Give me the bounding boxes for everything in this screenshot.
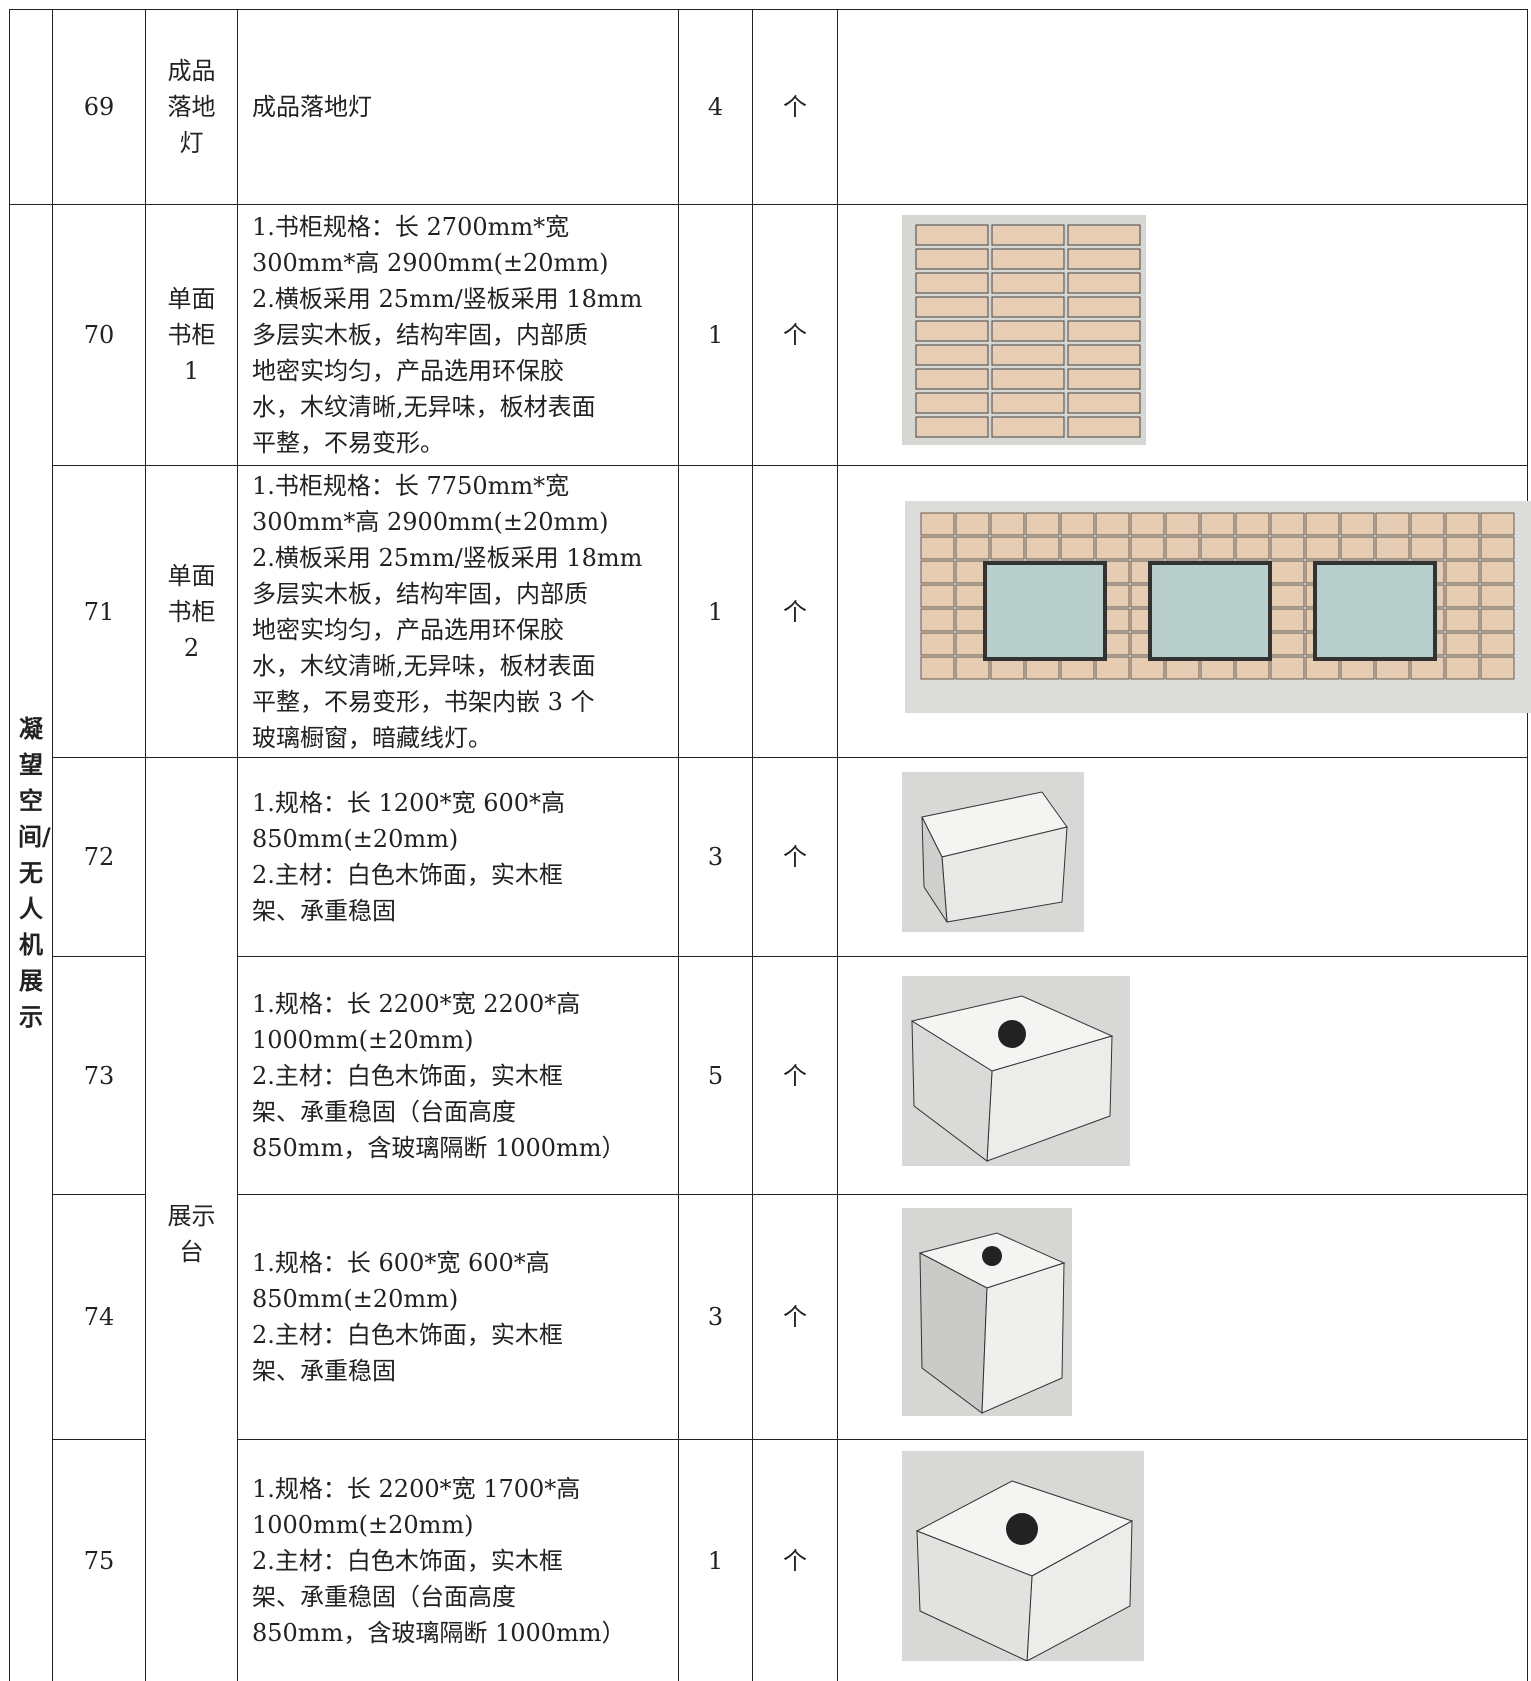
description-line: 平整，不易变形。: [252, 429, 444, 457]
description-line: 1000mm(±20mm): [252, 1025, 474, 1054]
bookcase-image: [905, 500, 1531, 713]
item-picture: [837, 757, 1528, 957]
table-row: 75 1.规格：长 2200*宽 1700*高 1000mm(±20mm) 2.主材：…: [10, 1439, 1528, 1681]
section-cell: 凝望空间/无人机展示: [9, 204, 53, 1681]
item-number: 72: [52, 757, 146, 957]
item-picture: [837, 1194, 1528, 1440]
item-unit: 个: [752, 465, 838, 758]
item-description: 1.规格：长 1200*宽 600*高 850mm(±20mm) 2.主材：白色木饰…: [237, 757, 679, 957]
item-description: 1.书柜规格：长 2700mm*宽 300mm*高 2900mm(±20mm) 2.…: [237, 204, 679, 466]
description-line: 850mm，含玻璃隔断 1000mm）: [252, 1618, 626, 1647]
section-label: 凝望空间/无人机展示: [18, 715, 51, 1031]
display-stand-image: [902, 1208, 1072, 1416]
item-number: 74: [52, 1194, 146, 1440]
item-number: 73: [52, 956, 146, 1195]
description-line: 成品落地灯: [252, 93, 372, 121]
description-line: 2.主材：白色木饰面，实木框: [252, 861, 563, 889]
description-line: 850mm，含玻璃隔断 1000mm）: [252, 1133, 626, 1162]
description-line: 1.规格：长 600*宽 600*高: [252, 1249, 550, 1277]
table-row: 72 展示台 1.规格：长 1200*宽 600*高 850mm(±20mm) 2.主材…: [10, 757, 1528, 1681]
item-name: 展示台: [145, 757, 238, 1681]
description-line: 平整，不易变形，书架内嵌 3 个: [252, 687, 595, 716]
description-line: 1.规格：长 2200*宽 1700*高: [252, 1474, 581, 1503]
item-name: 单面书柜1: [145, 204, 238, 466]
item-picture: [837, 1439, 1528, 1681]
item-picture: [837, 956, 1528, 1195]
item-quantity: 3: [678, 757, 753, 957]
item-unit: 个: [752, 204, 838, 466]
item-name-text: 成品落地灯: [167, 57, 216, 157]
table-row: 69 成品落地灯 成品落地灯 4 个: [9, 9, 1528, 205]
description-line: 2.横板采用 25mm/竖板采用 18mm: [252, 285, 643, 313]
item-number: 75: [52, 1439, 146, 1681]
item-number: 71: [52, 465, 146, 758]
item-name-text: 单面书柜2: [167, 561, 216, 662]
item-description: 1.规格：长 2200*宽 2200*高 1000mm(±20mm) 2.主材：白色…: [237, 956, 679, 1195]
display-stand-image: [902, 772, 1084, 932]
description-line: 1.规格：长 1200*宽 600*高: [252, 789, 566, 817]
description-line: 地密实均匀，产品选用环保胶: [252, 615, 564, 644]
description-line: 1.书柜规格：长 7750mm*宽: [252, 471, 570, 500]
table-body: 69 成品落地灯 成品落地灯 4 个凝望空间/无人机展示 70 单面书柜1 1.书柜规格：长 …: [9, 9, 1531, 1681]
item-picture: [837, 204, 1528, 466]
item-name: 成品落地灯: [145, 9, 238, 205]
item-unit: 个: [752, 956, 838, 1195]
item-description: 1.书柜规格：长 7750mm*宽 300mm*高 2900mm(±20mm) 2.…: [237, 465, 679, 758]
description-line: 多层实木板，结构牢固，内部质: [252, 579, 588, 608]
table-row: 74 1.规格：长 600*宽 600*高 850mm(±20mm) 2.主材：白色木…: [10, 1194, 1528, 1440]
description-line: 1000mm(±20mm): [252, 1510, 474, 1539]
item-unit: 个: [752, 9, 838, 205]
table-row: 凝望空间/无人机展示 70 单面书柜1 1.书柜规格：长 2700mm*宽 300mm*…: [9, 204, 1528, 1681]
section-cell: [9, 9, 53, 205]
item-description: 1.规格：长 2200*宽 1700*高 1000mm(±20mm) 2.主材：白色…: [237, 1439, 679, 1681]
description-line: 1.规格：长 2200*宽 2200*高: [252, 989, 581, 1018]
item-name-text: 展示台: [167, 1202, 216, 1266]
description-line: 2.主材：白色木饰面，实木框: [252, 1061, 563, 1090]
item-picture: [837, 9, 1528, 205]
table-row: 71 单面书柜2 1.书柜规格：长 7750mm*宽 300mm*高 2900mm(±…: [10, 465, 1531, 758]
description-line: 2.横板采用 25mm/竖板采用 18mm: [252, 543, 643, 572]
description-line: 850mm(±20mm): [252, 1285, 459, 1313]
description-line: 2.主材：白色木饰面，实木框: [252, 1321, 563, 1349]
item-quantity: 1: [678, 1439, 753, 1681]
description-line: 玻璃橱窗，暗藏线灯。: [252, 723, 492, 752]
description-line: 架、承重稳固（台面高度: [252, 1097, 516, 1126]
item-number: 69: [52, 9, 146, 205]
display-stand-image: [902, 975, 1130, 1166]
description-line: 架、承重稳固（台面高度: [252, 1582, 516, 1611]
item-quantity: 4: [678, 9, 753, 205]
item-description: 1.规格：长 600*宽 600*高 850mm(±20mm) 2.主材：白色木饰面…: [237, 1194, 679, 1440]
item-unit: 个: [752, 1194, 838, 1440]
description-line: 架、承重稳固: [252, 1357, 396, 1385]
description-line: 架、承重稳固: [252, 897, 396, 925]
description-line: 多层实木板，结构牢固，内部质: [252, 321, 588, 349]
bookcase-image: [902, 215, 1146, 445]
item-quantity: 1: [678, 465, 753, 758]
description-line: 850mm(±20mm): [252, 825, 459, 853]
description-line: 2.主材：白色木饰面，实木框: [252, 1546, 563, 1575]
display-stand-image: [902, 1450, 1144, 1662]
item-quantity: 3: [678, 1194, 753, 1440]
item-description: 成品落地灯: [237, 9, 679, 205]
description-line: 1.书柜规格：长 2700mm*宽: [252, 213, 570, 241]
table-row: 73 1.规格：长 2200*宽 2200*高 1000mm(±20mm) 2.主材：…: [10, 956, 1528, 1195]
description-line: 300mm*高 2900mm(±20mm): [252, 249, 609, 277]
item-unit: 个: [752, 757, 838, 957]
item-number: 70: [52, 204, 146, 466]
description-line: 地密实均匀，产品选用环保胶: [252, 357, 564, 385]
item-name: 单面书柜2: [145, 465, 238, 758]
item-quantity: 5: [678, 956, 753, 1195]
description-line: 水，木纹清晰,无异味，板材表面: [252, 393, 596, 421]
spec-table: 69 成品落地灯 成品落地灯 4 个凝望空间/无人机展示 70 单面书柜1 1.书柜规格：长 …: [9, 9, 1531, 1681]
description-line: 300mm*高 2900mm(±20mm): [252, 507, 609, 536]
description-line: 水，木纹清晰,无异味，板材表面: [252, 651, 596, 680]
item-quantity: 1: [678, 204, 753, 466]
item-unit: 个: [752, 1439, 838, 1681]
item-name-text: 单面书柜1: [167, 285, 216, 385]
item-picture: [837, 465, 1531, 758]
